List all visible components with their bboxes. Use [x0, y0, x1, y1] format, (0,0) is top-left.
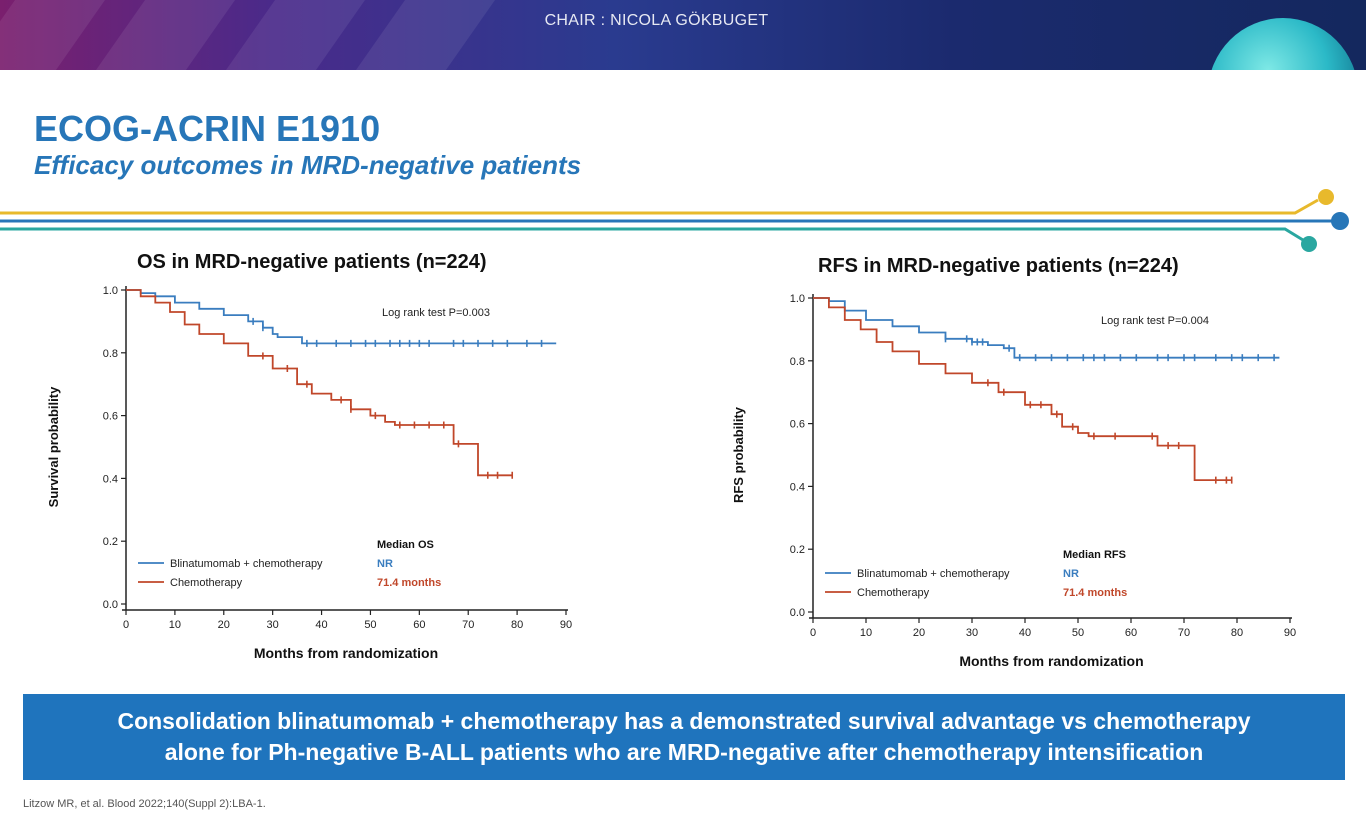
x-tick-label: 40 [315, 619, 327, 631]
x-tick-label: 50 [364, 619, 376, 631]
x-tick-label: 70 [1178, 627, 1190, 639]
x-tick-label: 50 [1072, 627, 1084, 639]
y-tick-label: 0.6 [790, 419, 805, 431]
median-value: 71.4 months [377, 577, 441, 589]
x-tick-label: 20 [218, 619, 230, 631]
x-axis-label: Months from randomization [254, 645, 438, 661]
y-tick-label: 1.0 [790, 293, 805, 305]
rfs-chart: 0.0 0.2 0.4 0.6 0.8 1.0 0 10 20 30 40 50 60 70 80 90 Mon… [731, 293, 1296, 669]
legend-label: Blinatumomab + chemotherapy [170, 558, 323, 570]
chemotherapy-curve [126, 289, 513, 477]
x-axis-label: Months from randomization [959, 653, 1143, 669]
legend-label: Chemotherapy [857, 587, 930, 599]
y-tick-label: 0.8 [790, 356, 805, 368]
blinatumomab-curve [813, 297, 1280, 359]
median-value: NR [1063, 568, 1079, 580]
median-header: Median OS [377, 539, 434, 551]
x-tick-label: 10 [860, 627, 872, 639]
x-tick-label: 90 [560, 619, 572, 631]
os-chart: 0.0 0.2 0.4 0.6 0.8 1.0 0 10 20 30 40 50 60 70 80 90 Mon… [46, 285, 572, 661]
os-chart-title: OS in MRD-negative patients (n=224) [137, 251, 487, 273]
y-tick-label: 0.8 [103, 348, 118, 360]
header-banner: CHAIR : NICOLA GÖKBUGET [0, 0, 1366, 70]
y-tick-label: 1.0 [103, 285, 118, 297]
median-header: Median RFS [1063, 549, 1126, 561]
x-tick-label: 30 [966, 627, 978, 639]
y-tick-label: 0.4 [103, 473, 118, 485]
chemotherapy-curve [813, 297, 1232, 481]
slide-subtitle: Efficacy outcomes in MRD-negative patien… [34, 150, 582, 180]
x-tick-label: 70 [462, 619, 474, 631]
x-tick-label: 10 [169, 619, 181, 631]
y-axis-label: Survival probability [46, 386, 61, 507]
rfs-chart-title: RFS in MRD-negative patients (n=224) [818, 255, 1179, 277]
blinatumomab-curve [126, 289, 557, 345]
x-tick-label: 60 [1125, 627, 1137, 639]
x-tick-label: 80 [1231, 627, 1243, 639]
median-value: NR [377, 558, 393, 570]
y-tick-label: 0.0 [790, 607, 805, 619]
log-rank-annotation: Log rank test P=0.003 [382, 307, 490, 319]
x-tick-label: 0 [123, 619, 129, 631]
log-rank-annotation: Log rank test P=0.004 [1101, 315, 1209, 327]
decorative-lines [0, 189, 1349, 252]
citation: Litzow MR, et al. Blood 2022;140(Suppl 2… [23, 798, 266, 810]
x-tick-label: 90 [1284, 627, 1296, 639]
legend-label: Chemotherapy [170, 577, 243, 589]
x-tick-label: 80 [511, 619, 523, 631]
slide-title: ECOG-ACRIN E1910 [34, 108, 381, 149]
y-tick-label: 0.6 [103, 411, 118, 423]
chair-label: CHAIR : NICOLA GÖKBUGET [544, 12, 769, 29]
y-tick-label: 0.2 [790, 544, 805, 556]
conclusion-line-1: Consolidation blinatumomab + chemotherap… [117, 708, 1251, 734]
x-tick-label: 0 [810, 627, 816, 639]
legend-label: Blinatumomab + chemotherapy [857, 568, 1010, 580]
y-tick-label: 0.4 [790, 481, 805, 493]
x-tick-label: 30 [267, 619, 279, 631]
y-tick-label: 0.2 [103, 536, 118, 548]
conclusion-box: Consolidation blinatumomab + chemotherap… [23, 694, 1345, 780]
median-value: 71.4 months [1063, 587, 1127, 599]
x-tick-label: 60 [413, 619, 425, 631]
conclusion-line-2: alone for Ph-negative B-ALL patients who… [164, 739, 1204, 765]
conclusion-text: Consolidation blinatumomab + chemotherap… [23, 706, 1345, 768]
y-axis-label: RFS probability [731, 406, 746, 503]
x-tick-label: 20 [913, 627, 925, 639]
banner-stripe [0, 0, 120, 70]
x-tick-label: 40 [1019, 627, 1031, 639]
y-tick-label: 0.0 [103, 599, 118, 611]
